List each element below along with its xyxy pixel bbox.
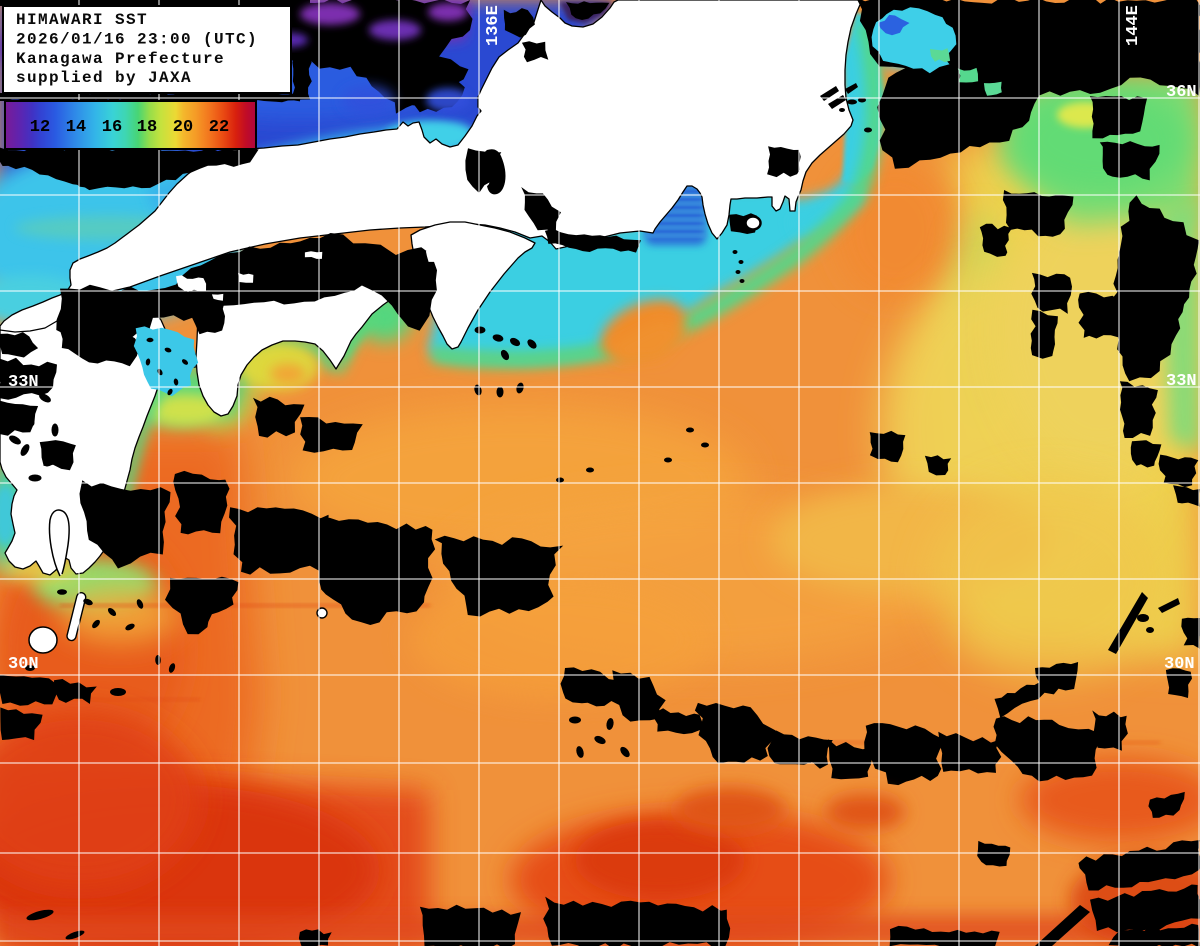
svg-text:supplied by JAXA: supplied by JAXA [16, 69, 192, 87]
svg-text:30N: 30N [8, 655, 39, 674]
svg-text:33N: 33N [8, 373, 39, 392]
svg-text:16: 16 [102, 118, 122, 137]
svg-text:HIMAWARI SST: HIMAWARI SST [16, 11, 148, 29]
svg-text:33N: 33N [1166, 372, 1197, 391]
svg-text:12: 12 [30, 118, 50, 137]
svg-text:Kanagawa Prefecture: Kanagawa Prefecture [16, 50, 225, 68]
svg-text:22: 22 [209, 118, 229, 137]
svg-text:30N: 30N [1164, 655, 1195, 674]
svg-text:20: 20 [173, 118, 193, 137]
svg-text:18: 18 [137, 118, 157, 137]
svg-text:2026/01/16 23:00 (UTC): 2026/01/16 23:00 (UTC) [16, 31, 258, 49]
svg-text:14: 14 [66, 118, 86, 137]
svg-text:136E: 136E [484, 5, 503, 46]
svg-text:36N: 36N [1166, 83, 1197, 102]
svg-text:144E: 144E [1124, 5, 1143, 46]
